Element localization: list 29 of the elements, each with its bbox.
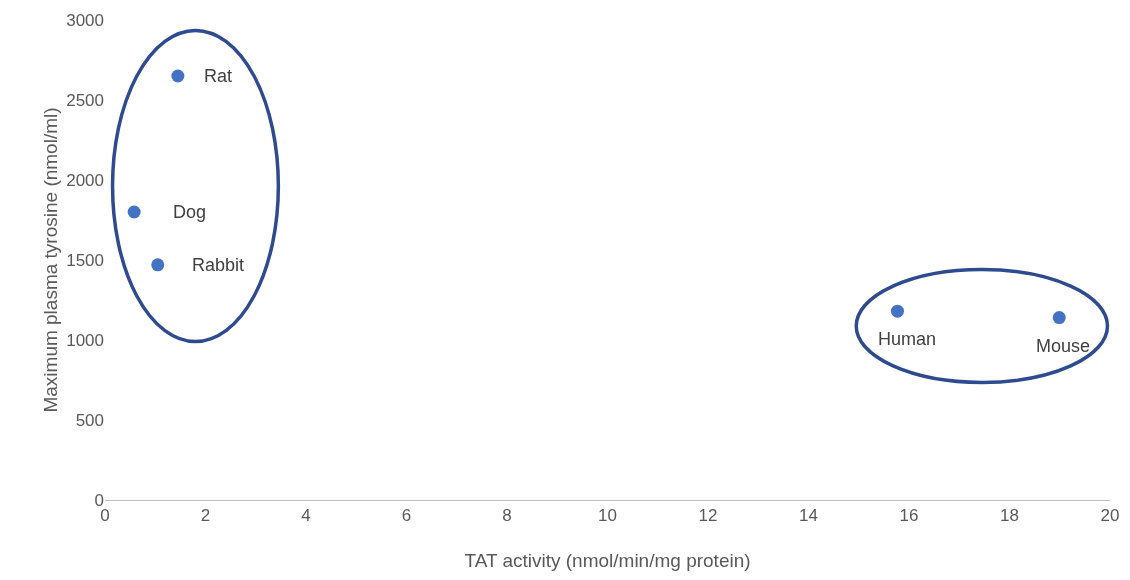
annotation: Mouse [1036, 336, 1091, 356]
y-tick-label: 0 [94, 490, 104, 510]
annotation: Rat [204, 66, 233, 86]
x-tick-label: 16 [899, 506, 919, 526]
annotation: Dog [173, 202, 207, 222]
x-tick-label: 10 [598, 506, 617, 526]
annotation: Human [878, 329, 937, 349]
point [171, 69, 185, 83]
x-tick-label: 8 [502, 506, 512, 526]
y-axis-title: Maximum plasma tyrosine (nmol/ml) [40, 107, 61, 413]
y-tick-label: 1500 [66, 250, 104, 270]
point [890, 304, 904, 318]
point [1052, 311, 1066, 325]
x-tick-label: 6 [401, 506, 412, 526]
y-tick-label: 1000 [66, 330, 104, 350]
annotation: Rabbit [192, 255, 245, 275]
x-tick-label: 2 [200, 506, 211, 526]
x-axis-title: TAT activity (nmol/min/mg protein) [464, 550, 751, 571]
point [127, 205, 141, 219]
point [151, 258, 165, 272]
y-tick-label: 2000 [66, 170, 104, 190]
x-tick-label: 14 [799, 506, 818, 526]
x-tick-label: 12 [698, 506, 718, 526]
x-tick-label: 18 [1000, 506, 1019, 526]
x-tick-label: 20 [1100, 506, 1120, 526]
y-tick-label: 3000 [66, 10, 104, 30]
y-tick-label: 2500 [66, 90, 104, 110]
y-tick-label: 500 [75, 410, 104, 430]
x-tick-label: 4 [301, 506, 311, 526]
